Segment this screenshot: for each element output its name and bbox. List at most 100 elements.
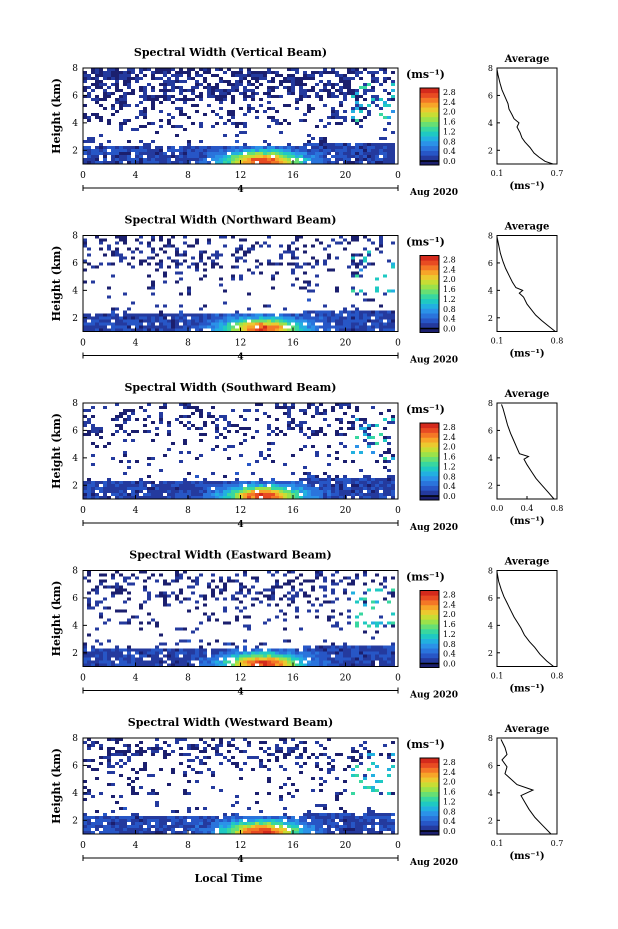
average-x-tick-label: 0.8 [551, 337, 564, 346]
y-tick-label: 2 [72, 481, 78, 491]
colorbar-segment [420, 313, 439, 319]
date-label: Aug 2020 [409, 356, 458, 366]
average-y-tick-label: 8 [488, 734, 493, 743]
colorbar-tick-label: 1.2 [443, 462, 456, 471]
x-tick-label: 8 [185, 339, 191, 349]
y-tick-label: 2 [72, 816, 78, 826]
average-x-tick-label: 0.0 [491, 504, 504, 513]
colorbar-tick-label: 0.8 [443, 640, 456, 649]
colorbar-tick-label: 0.4 [443, 650, 456, 659]
average-profile-line [496, 69, 554, 165]
x-tick-label: 4 [133, 506, 139, 516]
x-tick-label: 4 [133, 674, 139, 684]
panel-4: Spectral Width (Westward Beam) 2 4 6 8 Height… [50, 716, 563, 868]
panel-1: Spectral Width (Northward Beam) 2 4 6 8 Heigh… [50, 214, 563, 366]
panel-title: Spectral Width (Southward Beam) [124, 381, 336, 394]
y-axis-label: Height (km) [50, 78, 63, 154]
colorbar-tick-label: 0.0 [443, 492, 456, 501]
colorbar-segment [420, 102, 439, 108]
y-tick-label: 2 [72, 649, 78, 659]
colorbar-segment [420, 318, 439, 324]
colorbar-segment [420, 604, 439, 611]
y-tick-label: 2 [72, 314, 78, 324]
x-tick-label: 0 [80, 339, 86, 349]
colorbar-segment [420, 432, 439, 438]
x-tick-label: 20 [340, 841, 352, 851]
colorbar-segment [420, 442, 439, 448]
average-y-tick-label: 2 [488, 816, 493, 825]
x-tick-label: 16 [287, 171, 299, 181]
colorbar-segment [420, 116, 439, 122]
average-x-label: (ms⁻¹) [509, 516, 544, 527]
colorbar-segment [420, 274, 439, 280]
date-mark: 4 [237, 688, 243, 698]
average-panel: Average 2 4 6 8 0.0 0.4 0.8 (ms⁻¹) [488, 389, 563, 527]
colorbar-tick-label: 2.4 [443, 768, 456, 777]
panel-0: Spectral Width (Vertical Beam) 2 4 6 8 Height… [50, 46, 563, 198]
average-title: Average [504, 724, 550, 735]
colorbar-segment [420, 298, 439, 304]
colorbar-segment [420, 121, 439, 127]
date-mark: 4 [237, 855, 243, 865]
average-y-tick-label: 2 [488, 314, 493, 323]
colorbar-tick-label: 1.6 [443, 620, 456, 629]
colorbar-segment [420, 767, 439, 773]
heatmap-cells [83, 738, 395, 834]
colorbar-segment [420, 490, 439, 496]
colorbar-segment [420, 614, 439, 620]
colorbar-segment [420, 653, 439, 659]
colorbar-tick-label: 2.8 [443, 591, 456, 600]
average-y-tick-label: 8 [488, 567, 493, 576]
average-y-tick-label: 2 [488, 649, 493, 658]
average-x-tick-label: 0.1 [491, 337, 504, 346]
average-y-tick-label: 8 [488, 232, 493, 241]
colorbar-tick-label: 1.2 [443, 295, 456, 304]
x-tick-label: 12 [235, 674, 246, 684]
colorbar-segment [420, 423, 439, 429]
y-tick-label: 8 [72, 232, 78, 242]
average-x-label: (ms⁻¹) [509, 349, 544, 360]
colorbar-segment [420, 786, 439, 792]
average-y-tick-label: 6 [488, 91, 493, 100]
heatmap-cells [83, 68, 395, 164]
colorbar-tick-label: 2.8 [443, 88, 456, 97]
date-mark: 4 [237, 185, 243, 195]
colorbar-segment [420, 758, 439, 764]
average-y-tick-label: 2 [488, 146, 493, 155]
average-y-tick-label: 4 [488, 454, 493, 463]
colorbar-segment [420, 255, 439, 261]
y-tick-label: 8 [72, 567, 78, 577]
average-profile-line [500, 739, 552, 835]
colorbar-segment [420, 806, 439, 812]
colorbar-frame [419, 255, 440, 333]
colorbar-segment [420, 638, 439, 644]
x-tick-label: 20 [340, 506, 352, 516]
average-x-tick-label: 0.7 [551, 839, 564, 848]
x-tick-label: 8 [185, 674, 191, 684]
panel-2: Spectral Width (Southward Beam) 2 4 6 8 Heigh… [50, 381, 563, 533]
colorbar-tick-label: 1.6 [443, 118, 456, 127]
colorbar-segment [420, 269, 439, 276]
colorbar-segment [420, 600, 439, 606]
colorbar-tick-label: 2.0 [443, 610, 456, 619]
colorbar-tick-label: 0.0 [443, 157, 456, 166]
colorbar-segment [420, 289, 439, 295]
colorbar-segment [420, 112, 439, 118]
y-tick-label: 8 [72, 64, 78, 74]
colorbar-tick-label: 0.8 [443, 472, 456, 481]
colorbar-segment [420, 327, 439, 333]
colorbar-unit: (ms⁻¹) [406, 738, 445, 751]
average-profile-line [501, 404, 555, 500]
x-tick-label: 0 [80, 171, 86, 181]
colorbar-tick-label: 0.4 [443, 482, 456, 491]
x-tick-label: 20 [340, 674, 352, 684]
colorbar-segment [420, 480, 439, 486]
colorbar-segment [420, 471, 439, 477]
x-tick-label: 16 [287, 674, 299, 684]
colorbar-segment [420, 810, 439, 817]
colorbar-segment [420, 294, 439, 300]
y-tick-label: 4 [72, 454, 78, 464]
x-tick-label: 4 [133, 171, 139, 181]
average-frame [496, 67, 558, 165]
colorbar-segment [420, 126, 439, 132]
